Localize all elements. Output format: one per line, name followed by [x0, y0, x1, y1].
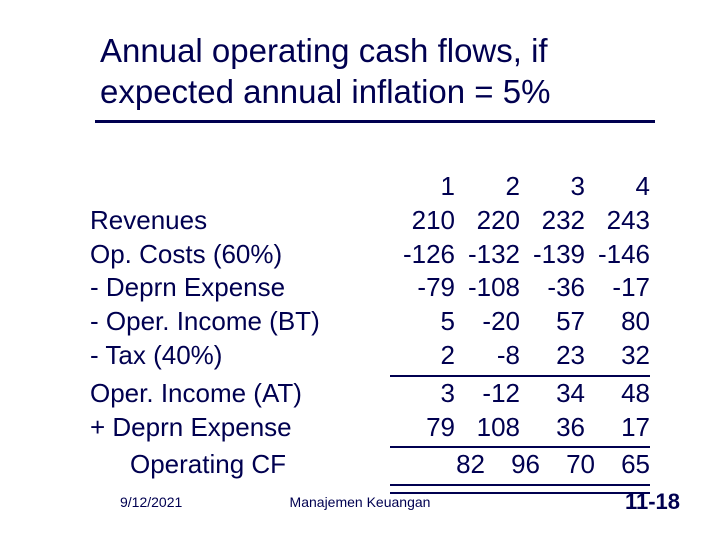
- cell: 232: [520, 204, 585, 238]
- cell: -132: [455, 238, 520, 272]
- label-tax: - Tax (40%): [90, 339, 390, 373]
- slide-title: Annual operating cash flows, if expected…: [100, 30, 650, 113]
- cell: -79: [390, 271, 455, 305]
- row-add-deprn: + Deprn Expense 79 108 36 17: [90, 411, 650, 445]
- cell: 2: [390, 339, 455, 373]
- label-opcosts: Op. Costs (60%): [90, 238, 390, 272]
- cell: 65: [595, 448, 650, 482]
- row-revenues: Revenues 210 220 232 243: [90, 204, 650, 238]
- cell: -146: [585, 238, 650, 272]
- cashflow-table: 1 2 3 4 Revenues 210 220 232 243 Op. Cos…: [90, 170, 650, 494]
- title-line-1: Annual operating cash flows, if: [100, 32, 548, 69]
- cell: -17: [585, 271, 650, 305]
- row-deprn: - Deprn Expense -79 -108 -36 -17: [90, 271, 650, 305]
- cell: 220: [455, 204, 520, 238]
- cell: 5: [390, 305, 455, 339]
- footer-center: Manajemen Keuangan: [0, 494, 720, 510]
- col-2: 2: [455, 170, 520, 204]
- cell: 48: [585, 377, 650, 411]
- cell: 34: [520, 377, 585, 411]
- cell: 79: [390, 411, 455, 445]
- row-opinc-bt: - Oper. Income (BT) 5 -20 57 80: [90, 305, 650, 339]
- label-ocf: Operating CF: [90, 448, 430, 482]
- cell: -36: [520, 271, 585, 305]
- cell: 23: [520, 339, 585, 373]
- title-underline: [95, 120, 655, 123]
- title-line-2: expected annual inflation = 5%: [100, 73, 550, 110]
- cell: 17: [585, 411, 650, 445]
- cell: 70: [540, 448, 595, 482]
- row-tax: - Tax (40%) 2 -8 23 32: [90, 339, 650, 373]
- col-3: 3: [520, 170, 585, 204]
- cell: 243: [585, 204, 650, 238]
- cell: 82: [430, 448, 485, 482]
- cell: -12: [455, 377, 520, 411]
- label-revenues: Revenues: [90, 204, 390, 238]
- footer-page: 11-18: [625, 489, 680, 515]
- double-rule-bottom: [390, 484, 650, 494]
- label-deprn: - Deprn Expense: [90, 271, 390, 305]
- label-opinc-bt: - Oper. Income (BT): [90, 305, 390, 339]
- row-ocf: Operating CF 82 96 70 65: [90, 448, 650, 482]
- cell: 210: [390, 204, 455, 238]
- label-opinc-at: Oper. Income (AT): [90, 377, 390, 411]
- cell: -126: [390, 238, 455, 272]
- cell: 108: [455, 411, 520, 445]
- cell: -20: [455, 305, 520, 339]
- col-1: 1: [390, 170, 455, 204]
- cell: 80: [585, 305, 650, 339]
- cell: -139: [520, 238, 585, 272]
- header-row: 1 2 3 4: [90, 170, 650, 204]
- label-add-deprn: + Deprn Expense: [90, 411, 390, 445]
- slide: Annual operating cash flows, if expected…: [0, 0, 720, 540]
- col-4: 4: [585, 170, 650, 204]
- cell: 32: [585, 339, 650, 373]
- cell: 96: [485, 448, 540, 482]
- cell: -108: [455, 271, 520, 305]
- row-opcosts: Op. Costs (60%) -126 -132 -139 -146: [90, 238, 650, 272]
- cell: -8: [455, 339, 520, 373]
- cell: 36: [520, 411, 585, 445]
- cell: 57: [520, 305, 585, 339]
- row-opinc-at: Oper. Income (AT) 3 -12 34 48: [90, 377, 650, 411]
- cell: 3: [390, 377, 455, 411]
